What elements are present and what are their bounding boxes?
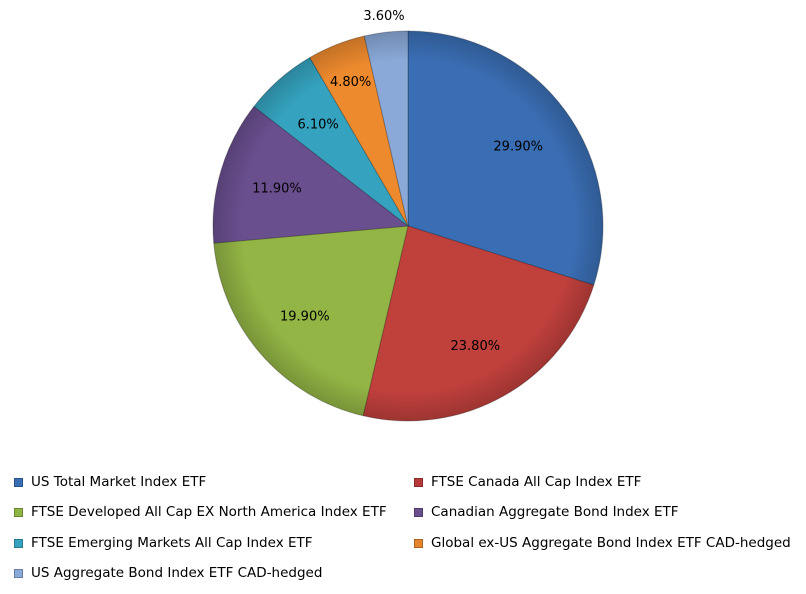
legend-label: FTSE Canada All Cap Index ETF xyxy=(431,474,642,490)
pie-chart: 29.90% 23.80% 19.90% 11.90% 6.10% 4.80% 3.60% xyxy=(212,9,604,422)
legend-item-global-ex-us-bond: Global ex-US Aggregate Bond Index ETF CA… xyxy=(414,535,791,551)
legend-swatch-icon xyxy=(14,507,23,517)
legend-label: US Total Market Index ETF xyxy=(31,474,207,490)
data-label: 6.10% xyxy=(297,117,338,132)
legend-item-canadian-aggregate-bond: Canadian Aggregate Bond Index ETF xyxy=(414,504,679,520)
legend-label: US Aggregate Bond Index ETF CAD-hedged xyxy=(31,565,323,581)
legend-label: FTSE Developed All Cap EX North America … xyxy=(31,504,387,520)
pie-data-labels: 29.90% 23.80% 19.90% 11.90% 6.10% 4.80% 3.60% xyxy=(252,9,543,354)
legend-swatch-icon xyxy=(414,507,423,517)
data-label: 19.90% xyxy=(280,309,330,324)
data-label: 4.80% xyxy=(330,75,371,90)
legend-item-ftse-canada: FTSE Canada All Cap Index ETF xyxy=(414,474,641,490)
pie-slices xyxy=(212,30,604,422)
legend-label: FTSE Emerging Markets All Cap Index ETF xyxy=(31,535,313,551)
legend-label: Global ex-US Aggregate Bond Index ETF CA… xyxy=(431,535,791,551)
legend-label: Canadian Aggregate Bond Index ETF xyxy=(431,504,679,520)
legend-swatch-icon xyxy=(414,477,423,487)
legend-item-us-aggregate-bond: US Aggregate Bond Index ETF CAD-hedged xyxy=(14,565,322,581)
data-label: 29.90% xyxy=(493,139,543,154)
legend-swatch-icon xyxy=(14,477,23,487)
legend-item-ftse-emerging: FTSE Emerging Markets All Cap Index ETF xyxy=(14,535,313,551)
data-label: 23.80% xyxy=(451,339,501,354)
legend-swatch-icon xyxy=(414,538,423,548)
legend-item-us-total-market: US Total Market Index ETF xyxy=(14,474,206,490)
legend-swatch-icon xyxy=(14,538,23,548)
legend-item-ftse-developed: FTSE Developed All Cap EX North America … xyxy=(14,504,387,520)
legend-swatch-icon xyxy=(14,568,23,578)
data-label: 11.90% xyxy=(252,182,302,197)
data-label: 3.60% xyxy=(363,9,404,24)
